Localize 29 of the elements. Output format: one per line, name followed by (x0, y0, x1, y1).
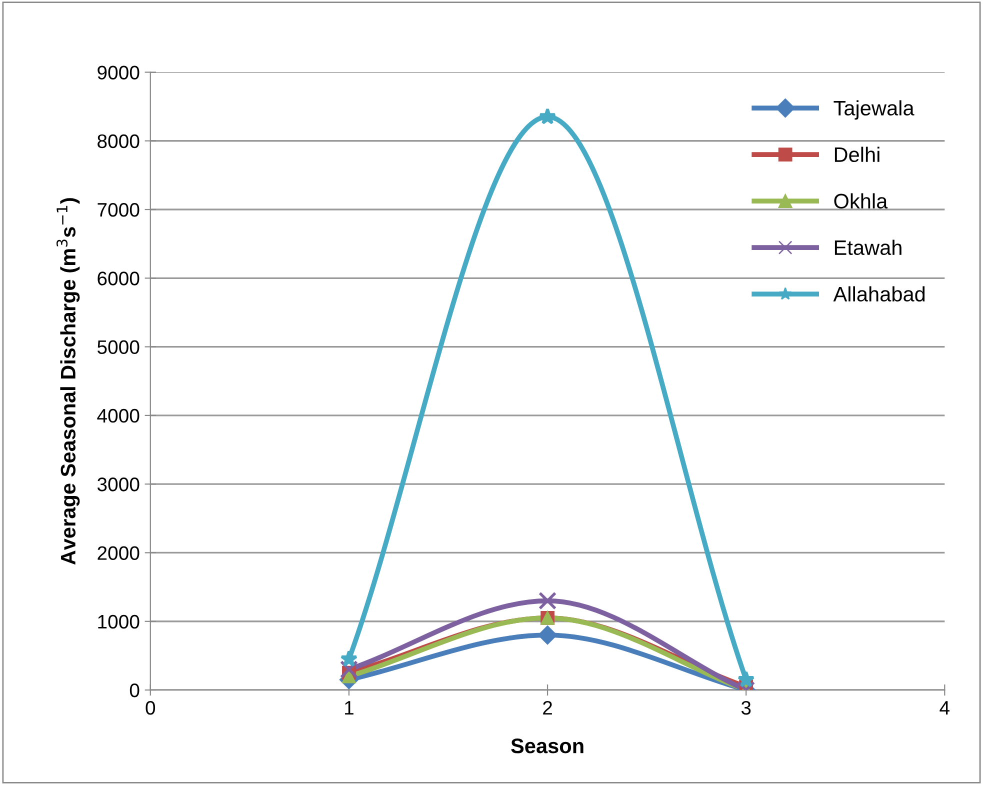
y-tick-label: 5000 (98, 340, 140, 354)
point (340, 660, 358, 678)
point (340, 650, 358, 667)
y-tick-label: 0 (130, 683, 140, 698)
y-tick-label: 3000 (97, 478, 140, 492)
legend-label: Delhi (834, 146, 880, 162)
legend-label: Tajewala (834, 100, 914, 120)
y-tick-label: 2000 (98, 546, 140, 560)
legend-label: Etawah (834, 240, 902, 256)
x-tick-label: 0 (146, 700, 156, 715)
point (737, 670, 755, 688)
point (538, 108, 556, 124)
x-tick-label: 2 (543, 700, 552, 715)
point (342, 669, 356, 684)
legend-label: Allahabad (833, 286, 925, 302)
y-tick-label: 6000 (98, 272, 140, 286)
point (538, 592, 557, 610)
x-tick-label: 4 (940, 701, 950, 715)
x-tick-label: 3 (741, 700, 751, 715)
y-tick-label: 9000 (98, 66, 140, 80)
legend-label: Okhla (834, 193, 888, 209)
x-tick-label: 1 (345, 701, 354, 715)
point (538, 626, 558, 645)
y-axis-title: Average Seasonal Discharge (m$^{3}$s$^{−1}$) (56, 198, 80, 565)
x-axis-title: Season (511, 738, 584, 754)
y-tick-label: 8000 (98, 134, 140, 148)
y-tick-label: 1000 (98, 614, 140, 629)
y-tick-label: 7000 (98, 202, 140, 217)
y-tick-label: 4000 (97, 408, 140, 423)
